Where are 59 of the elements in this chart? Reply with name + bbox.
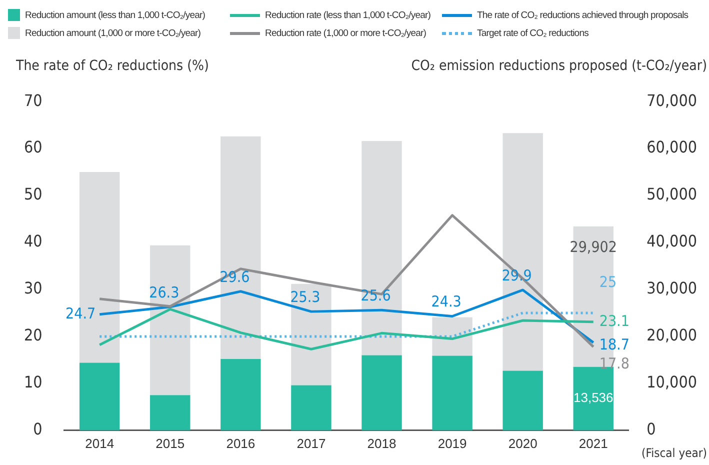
bar: [150, 395, 190, 430]
y-tick-label: 20: [24, 326, 42, 345]
y-axis-title: The rate of CO₂ reductions (%): [16, 58, 209, 74]
bar: [220, 136, 261, 360]
x-tick-label: 2019: [438, 436, 467, 451]
data-label: 29.9: [502, 266, 532, 284]
legend-label: The rate of CO₂ reductions achieved through proposals: [477, 10, 688, 20]
x-tick-label: 2018: [367, 436, 396, 451]
y2-tick-label: 0: [646, 420, 656, 439]
data-label: 25.3: [290, 288, 320, 306]
bar: [150, 245, 190, 396]
bar: [362, 141, 402, 356]
y2-tick-label: 50,000: [646, 184, 698, 204]
x-tick-label: 2015: [156, 436, 185, 451]
y-tick-label: 30: [24, 278, 42, 298]
bar: [432, 317, 472, 356]
data-label: 26.3: [149, 283, 180, 302]
y2-tick-label: 10,000: [646, 372, 698, 392]
bar: [432, 356, 472, 430]
bar: [502, 133, 543, 371]
data-label: 29,902: [570, 238, 617, 256]
bar: [291, 385, 332, 430]
y2-tick-label: 30,000: [646, 278, 698, 298]
x-tick-label: 2017: [296, 436, 326, 451]
data-label: 23.1: [599, 312, 630, 330]
legend-label: Reduction amount (1,000 or more t-CO₂/year): [25, 28, 201, 38]
y2-tick-label: 70,000: [646, 90, 698, 110]
data-label: 24.7: [66, 304, 96, 322]
y-tick-label: 0: [33, 420, 42, 439]
y-tick-label: 60: [24, 138, 42, 157]
y-tick-label: 10: [24, 372, 42, 392]
bar: [79, 362, 120, 430]
bar: [362, 355, 402, 430]
data-label: 25.6: [360, 286, 391, 305]
data-label: 29.6: [220, 268, 250, 286]
legend-label: Reduction rate (less than 1,000 t-CO₂/year): [265, 10, 430, 20]
y-tick-label: 50: [24, 184, 42, 204]
x-tick-label: 2014: [85, 436, 114, 451]
x-axis-title: (Fiscal year): [642, 446, 707, 460]
bar: [502, 370, 543, 430]
bar: [291, 284, 332, 386]
data-label: 13,536: [573, 390, 614, 406]
x-tick-label: 2016: [226, 436, 256, 451]
data-label: 17.8: [599, 354, 630, 373]
y2-tick-label: 60,000: [646, 138, 698, 157]
data-label: 24.3: [431, 292, 462, 311]
bar: [220, 359, 261, 430]
legend-label: Reduction amount (less than 1,000 t-CO₂/year): [25, 10, 206, 20]
legend-label: Target rate of CO₂ reductions: [477, 28, 588, 38]
y-tick-label: 70: [24, 90, 42, 110]
data-label: 25: [599, 272, 617, 291]
y2-tick-label: 20,000: [646, 326, 698, 345]
y2-tick-label: 40,000: [646, 232, 698, 251]
y-tick-label: 40: [24, 232, 42, 251]
legend-label: Reduction rate (1,000 or more t-CO₂/year): [265, 28, 426, 38]
x-tick-label: 2020: [508, 436, 538, 451]
x-tick-label: 2021: [578, 436, 608, 451]
data-label: 18.7: [599, 335, 630, 354]
y2-axis-title: CO₂ emission reductions proposed (t-CO₂/year): [411, 58, 707, 74]
